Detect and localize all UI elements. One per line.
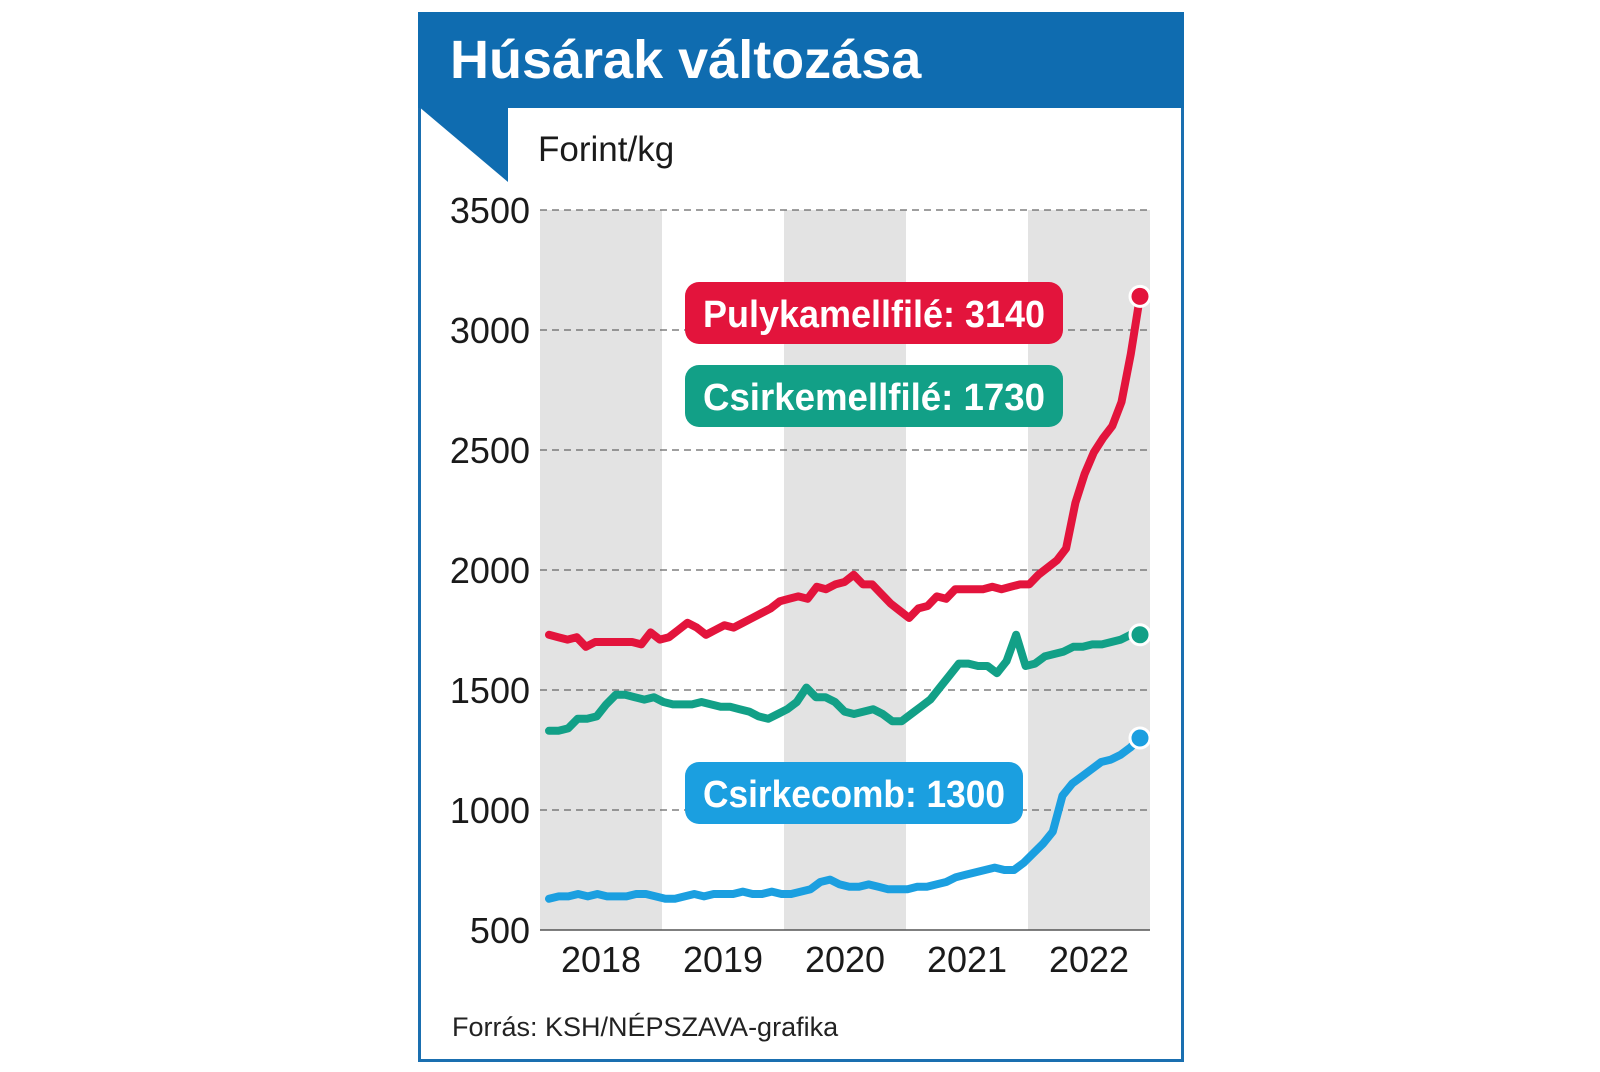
series-end-point-2 bbox=[1128, 726, 1152, 750]
series-label-0: Pulykamellfilé: 3140 bbox=[703, 294, 1045, 336]
series-end-point-1 bbox=[1128, 623, 1152, 647]
series-label-box-2 bbox=[685, 762, 1023, 824]
x-tick-label-2021: 2021 bbox=[927, 939, 1007, 980]
series-label-box-0 bbox=[685, 282, 1063, 344]
y-tick-label: 3000 bbox=[450, 310, 530, 351]
y-tick-label: 1000 bbox=[450, 790, 530, 831]
x-tick-label-2020: 2020 bbox=[805, 939, 885, 980]
series-label-1: Csirkemellfilé: 1730 bbox=[703, 377, 1045, 419]
y-tick-label: 3500 bbox=[450, 190, 530, 231]
x-tick-label-2018: 2018 bbox=[561, 939, 641, 980]
y-tick-label: 2000 bbox=[450, 550, 530, 591]
title-banner-tail bbox=[418, 106, 508, 182]
chart-title: Húsárak változása bbox=[450, 30, 922, 90]
series-line-1 bbox=[545, 630, 1144, 735]
x-tick-label-2019: 2019 bbox=[683, 939, 763, 980]
y-tick-label: 2500 bbox=[450, 430, 530, 471]
series-label-2: Csirkecomb: 1300 bbox=[703, 774, 1005, 816]
y-tick-label: 500 bbox=[470, 910, 530, 951]
source-note: Forrás: KSH/NÉPSZAVA-grafika bbox=[452, 1012, 839, 1042]
y-axis-unit-label: Forint/kg bbox=[538, 130, 674, 169]
y-tick-label: 1500 bbox=[450, 670, 530, 711]
x-tick-label-2022: 2022 bbox=[1049, 939, 1129, 980]
series-line-0 bbox=[545, 292, 1144, 651]
title-banner bbox=[418, 12, 1184, 108]
series-label-box-1 bbox=[685, 365, 1063, 427]
series-line-2 bbox=[545, 734, 1144, 903]
series-end-point-0 bbox=[1128, 284, 1152, 308]
